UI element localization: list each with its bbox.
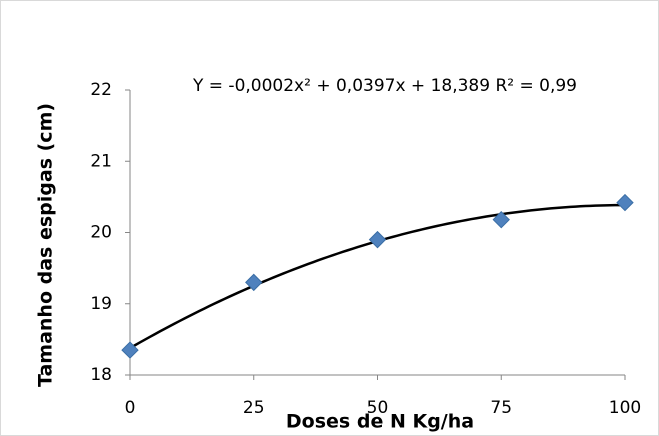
x-tick-label: 50 [367,398,389,418]
y-tick-label: 20 [90,223,112,243]
point [368,230,387,249]
point [121,341,139,359]
x-tick-label: 100 [609,398,641,418]
y-tick-label: 18 [90,365,112,385]
y-tick-label: 19 [90,294,112,314]
x-axis-title: Doses de N Kg/ha [286,411,474,433]
point [616,193,634,212]
point [245,273,263,292]
y-axis-title: Tamanho das espigas (cm) [35,103,57,387]
x-tick-label: 25 [243,398,265,418]
x-tick-label: 75 [490,398,512,418]
equation: Y = -0,0002x² + 0,0397x + 18,389 R² = 0,… [192,76,577,96]
y-tick-label: 21 [90,151,112,171]
y-tick-label: 22 [90,80,112,100]
point [492,210,510,229]
x-tick-label: 0 [125,398,136,418]
